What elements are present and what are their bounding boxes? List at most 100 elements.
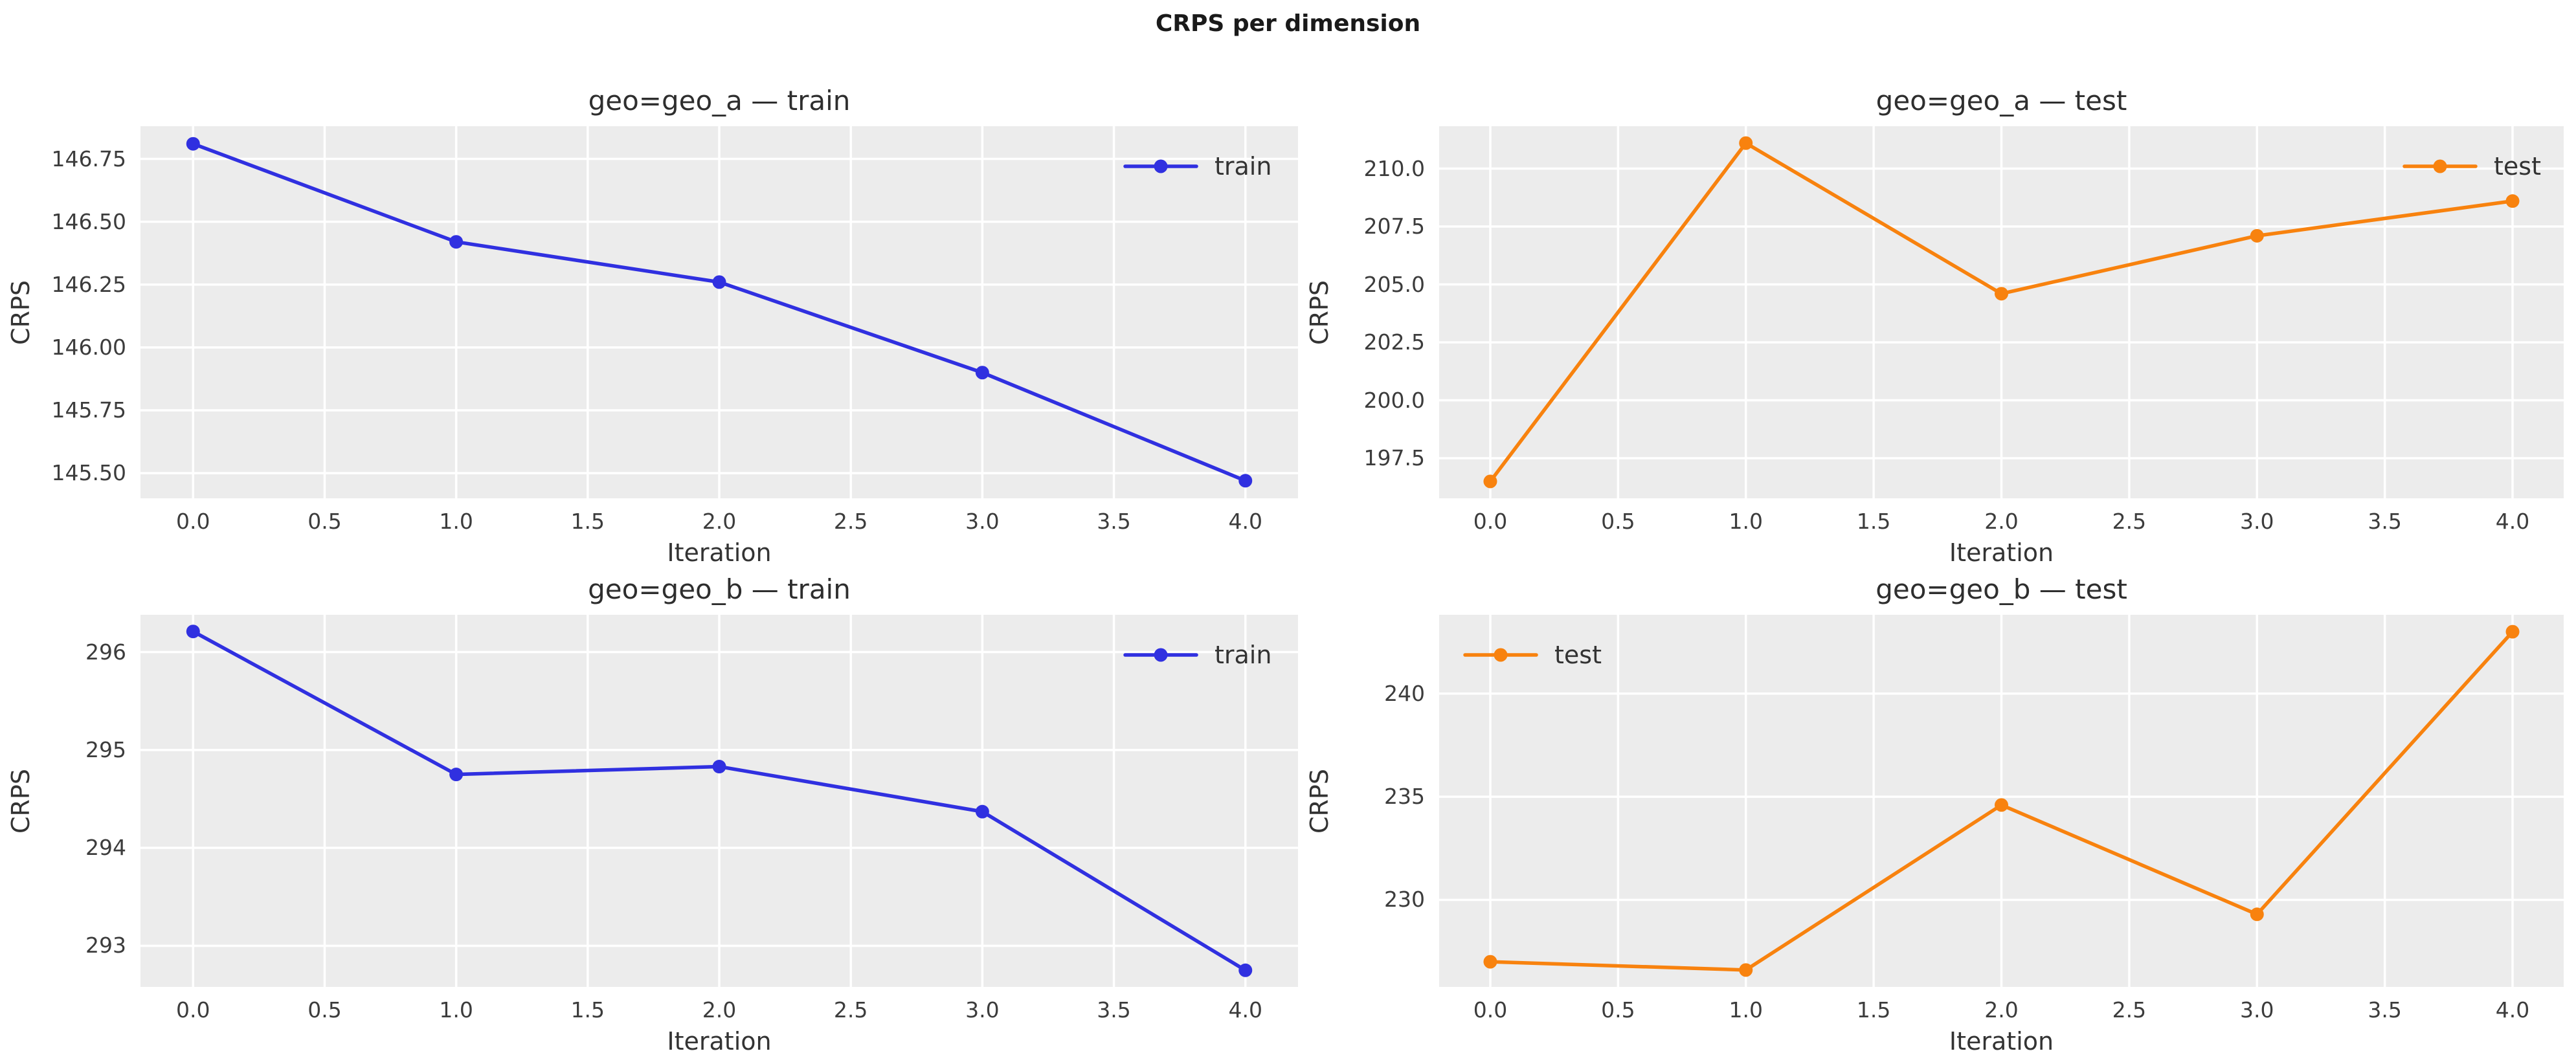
- line-chart-train-geo-b: train: [140, 615, 1298, 987]
- subplot-title: geo=geo_b — train: [588, 573, 851, 605]
- y-tick-label: 294: [85, 835, 126, 861]
- legend-marker: [1494, 648, 1508, 662]
- y-tick-label: 207.5: [1363, 214, 1425, 239]
- x-tick-label: 2.0: [702, 997, 737, 1023]
- train-data-point: [975, 804, 989, 819]
- gridlines: [1439, 126, 2564, 498]
- y-axis-label: CRPS: [6, 768, 35, 834]
- plot-area: train: [140, 615, 1298, 987]
- test-data-point: [1483, 955, 1497, 969]
- x-tick-label: 0.0: [1473, 997, 1508, 1023]
- x-tick-label: 0.0: [176, 509, 210, 534]
- x-tick-label: 0.5: [1601, 997, 1635, 1023]
- test-data-point: [1483, 474, 1497, 489]
- x-tick-label: 4.0: [2495, 509, 2530, 534]
- y-tick-label: 296: [85, 639, 126, 665]
- train-line: [191, 629, 1248, 973]
- x-tick-label: 2.0: [702, 509, 737, 534]
- train-data-point: [1238, 474, 1253, 488]
- y-tick-label: 200.0: [1363, 387, 1425, 413]
- y-tick-label: 146.00: [51, 334, 126, 360]
- x-tick-label: 2.5: [2112, 509, 2147, 534]
- x-tick-label: 4.0: [1228, 509, 1262, 534]
- test-data-point: [1995, 798, 2008, 812]
- x-tick-label: 4.0: [2495, 997, 2530, 1023]
- legend: train: [1123, 152, 1271, 181]
- test-data-point: [2505, 194, 2520, 208]
- x-tick-label: 1.0: [1729, 997, 1763, 1023]
- gridlines: [140, 615, 1298, 987]
- legend-marker: [2433, 159, 2447, 173]
- y-axis-label: CRPS: [6, 280, 35, 345]
- test-line: [1488, 630, 2514, 972]
- x-axis-label: Iteration: [1949, 1027, 2054, 1056]
- x-tick-label: 3.5: [1097, 509, 1131, 534]
- x-tick-label: 1.5: [570, 509, 605, 534]
- x-tick-label: 3.0: [965, 509, 1000, 534]
- train-line: [191, 142, 1248, 483]
- test-data-point: [1739, 136, 1753, 150]
- test-data-point: [2505, 625, 2520, 639]
- train-data-point: [186, 137, 200, 151]
- x-tick-label: 3.5: [2368, 509, 2402, 534]
- gridlines: [1439, 615, 2564, 987]
- x-tick-label: 2.0: [1984, 997, 2019, 1023]
- train-data-point: [449, 235, 464, 249]
- y-tick-label: 240: [1384, 680, 1425, 706]
- x-tick-label: 0.0: [176, 997, 210, 1023]
- y-tick-label: 145.75: [51, 397, 126, 423]
- x-axis-label: Iteration: [667, 1027, 772, 1056]
- y-tick-label: 146.25: [51, 271, 126, 297]
- y-tick-label: 202.5: [1363, 329, 1425, 355]
- x-tick-label: 3.5: [2368, 997, 2402, 1023]
- y-tick-label: 210.0: [1363, 155, 1425, 181]
- x-tick-label: 0.5: [308, 997, 342, 1023]
- x-tick-label: 3.5: [1097, 997, 1131, 1023]
- subplot-title: geo=geo_b — test: [1876, 573, 2127, 605]
- y-tick-label: 146.75: [51, 146, 126, 171]
- x-tick-label: 1.5: [1856, 509, 1891, 534]
- x-tick-label: 2.5: [833, 509, 868, 534]
- y-axis-label: CRPS: [1305, 280, 1334, 345]
- x-tick-label: 2.5: [2112, 997, 2147, 1023]
- x-axis-label: Iteration: [1949, 538, 2054, 567]
- legend: test: [2402, 152, 2541, 181]
- legend-label: train: [1215, 641, 1271, 669]
- line-chart-train-geo-a: train: [140, 126, 1298, 498]
- gridlines: [140, 126, 1298, 498]
- train-data-point: [712, 760, 726, 774]
- y-tick-label: 145.50: [51, 460, 126, 486]
- plot-area: test: [1439, 615, 2564, 987]
- x-tick-label: 1.0: [1729, 509, 1763, 534]
- train-data-point: [712, 275, 726, 289]
- legend: train: [1123, 641, 1271, 669]
- x-tick-label: 2.5: [833, 997, 868, 1023]
- test-data-point: [2250, 228, 2264, 243]
- x-tick-label: 3.0: [2240, 997, 2274, 1023]
- legend-label: test: [2494, 152, 2541, 181]
- subplot-title: geo=geo_a — test: [1876, 85, 2127, 116]
- subplot-title: geo=geo_a — train: [588, 85, 851, 116]
- y-tick-label: 146.50: [51, 208, 126, 234]
- x-tick-label: 1.0: [439, 509, 473, 534]
- plot-area: test: [1439, 126, 2564, 498]
- line-chart-test-geo-b: test: [1439, 615, 2564, 987]
- test-data-point: [1995, 287, 2008, 301]
- test-data-point: [2250, 907, 2264, 922]
- line-chart-test-geo-a: test: [1439, 126, 2564, 498]
- y-tick-label: 230: [1384, 887, 1425, 913]
- train-data-point: [186, 625, 200, 639]
- train-data-point: [449, 768, 464, 782]
- x-tick-label: 3.0: [965, 997, 1000, 1023]
- x-tick-label: 1.0: [439, 997, 473, 1023]
- x-tick-label: 1.5: [1856, 997, 1891, 1023]
- train-data-point: [1238, 963, 1253, 977]
- x-tick-label: 3.0: [2240, 509, 2274, 534]
- x-tick-label: 0.0: [1473, 509, 1508, 534]
- x-tick-label: 0.5: [1601, 509, 1635, 534]
